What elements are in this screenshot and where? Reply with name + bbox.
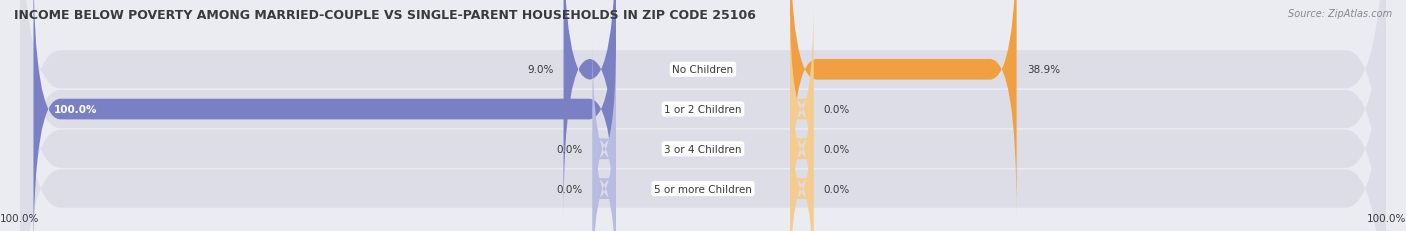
FancyBboxPatch shape	[592, 80, 616, 231]
FancyBboxPatch shape	[790, 41, 814, 231]
FancyBboxPatch shape	[564, 0, 616, 218]
Text: No Children: No Children	[672, 65, 734, 75]
Text: 100.0%: 100.0%	[0, 213, 39, 223]
Text: 0.0%: 0.0%	[824, 144, 849, 154]
Text: 3 or 4 Children: 3 or 4 Children	[664, 144, 742, 154]
Text: 0.0%: 0.0%	[824, 184, 849, 194]
FancyBboxPatch shape	[790, 1, 814, 218]
Text: INCOME BELOW POVERTY AMONG MARRIED-COUPLE VS SINGLE-PARENT HOUSEHOLDS IN ZIP COD: INCOME BELOW POVERTY AMONG MARRIED-COUPL…	[14, 9, 756, 22]
Text: 100.0%: 100.0%	[53, 105, 97, 115]
Text: 0.0%: 0.0%	[557, 144, 582, 154]
FancyBboxPatch shape	[20, 0, 1386, 231]
FancyBboxPatch shape	[790, 80, 814, 231]
Text: Source: ZipAtlas.com: Source: ZipAtlas.com	[1288, 9, 1392, 19]
FancyBboxPatch shape	[20, 0, 1386, 231]
FancyBboxPatch shape	[790, 0, 1017, 218]
Text: 100.0%: 100.0%	[1367, 213, 1406, 223]
Text: 0.0%: 0.0%	[557, 184, 582, 194]
Text: 0.0%: 0.0%	[824, 105, 849, 115]
Text: 9.0%: 9.0%	[527, 65, 554, 75]
FancyBboxPatch shape	[592, 41, 616, 231]
Text: 5 or more Children: 5 or more Children	[654, 184, 752, 194]
FancyBboxPatch shape	[34, 0, 616, 231]
FancyBboxPatch shape	[20, 0, 1386, 231]
Text: 1 or 2 Children: 1 or 2 Children	[664, 105, 742, 115]
FancyBboxPatch shape	[20, 0, 1386, 231]
Text: 38.9%: 38.9%	[1026, 65, 1060, 75]
